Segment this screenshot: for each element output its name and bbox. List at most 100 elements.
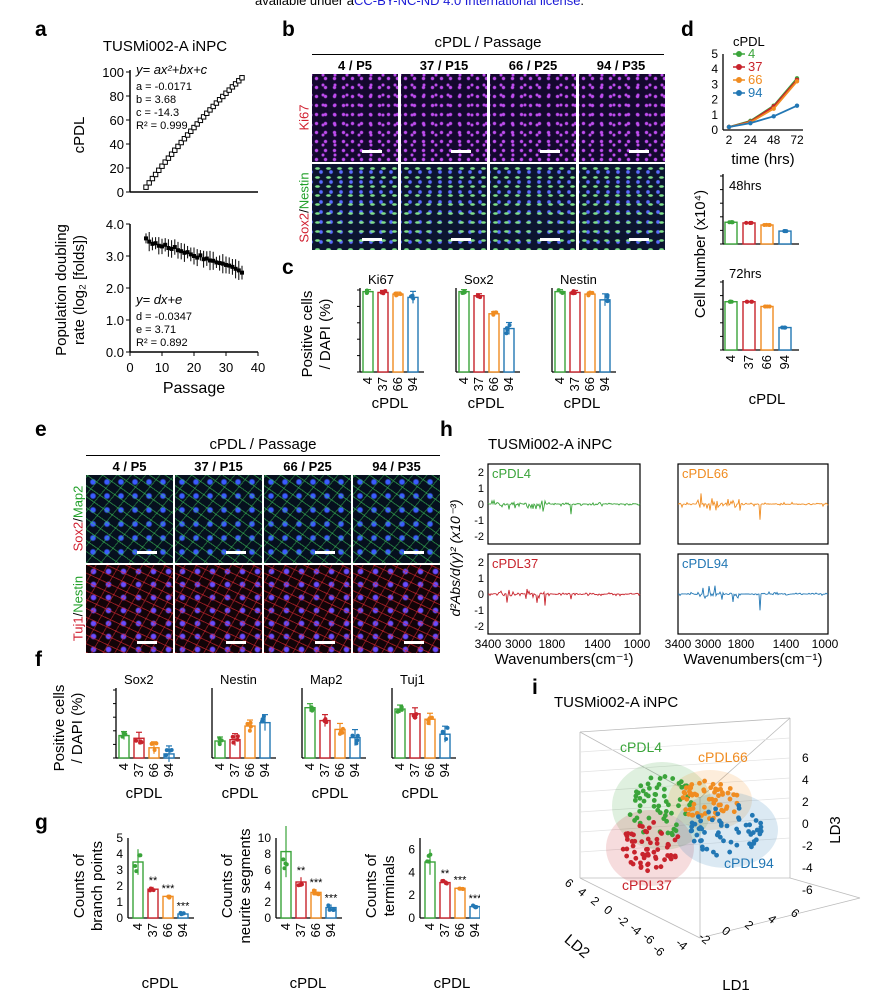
sample-point xyxy=(638,860,643,866)
sample-point xyxy=(692,791,698,797)
data-point xyxy=(298,882,303,887)
bar xyxy=(584,293,596,373)
sample-point xyxy=(753,837,759,843)
ld3-tick: 4 xyxy=(802,773,809,787)
bar xyxy=(310,891,322,919)
sample-point xyxy=(651,798,657,803)
h-xlabel: Wavenumbers(cm⁻¹) xyxy=(683,651,822,668)
a-top-ytick: 0 xyxy=(117,185,124,200)
growth-point xyxy=(726,124,732,130)
bar xyxy=(742,222,756,245)
sample-point xyxy=(657,776,663,781)
data-point xyxy=(247,728,252,733)
license-link[interactable]: CC-BY-NC-ND 4.0 International license xyxy=(354,0,581,8)
f-xlabel: cPDL xyxy=(222,785,259,802)
a-bot-ytick: 0.0 xyxy=(106,345,124,360)
sample-point xyxy=(672,837,678,843)
data-point xyxy=(426,718,431,723)
data-point xyxy=(767,304,772,309)
xtick-label: 1400 xyxy=(773,637,800,651)
sample-point xyxy=(669,810,674,816)
ld2-tick: 2 xyxy=(588,894,602,909)
significance: *** xyxy=(162,883,176,895)
data-point xyxy=(179,912,184,917)
sample-point xyxy=(689,828,695,834)
sample-point xyxy=(736,817,742,822)
growth-point xyxy=(771,106,776,111)
a-bot-eq: y= dx+e xyxy=(135,292,182,307)
data-point xyxy=(445,725,450,730)
sample-point xyxy=(668,856,674,862)
cluster-label: cPDL66 xyxy=(698,749,748,765)
sample-point xyxy=(727,849,733,855)
sample-point xyxy=(731,809,737,815)
a-top-point xyxy=(220,93,226,100)
e-col: 4 / P5 xyxy=(112,459,147,474)
category-label: 66 xyxy=(242,763,257,777)
sample-point xyxy=(758,828,764,834)
data-point xyxy=(429,715,434,720)
ytick-label: -1 xyxy=(474,515,484,527)
data-point xyxy=(282,866,287,871)
category-label: 4 xyxy=(212,763,227,770)
b-row2-text-b: Nestin xyxy=(296,172,312,210)
category-label: 94 xyxy=(175,923,190,937)
a-top-point xyxy=(239,75,245,81)
c-ylabel-2: / DAPI (%) xyxy=(317,299,334,370)
sample-point xyxy=(638,865,644,870)
h-ylabel: d²Abs/d(γ)² (x10⁻³) xyxy=(447,499,463,616)
sample-point xyxy=(632,797,638,803)
category-label: 94 xyxy=(501,377,516,391)
a-bot-point xyxy=(220,261,225,266)
sample-point xyxy=(651,849,657,855)
ytick-label: 0 xyxy=(478,589,484,601)
category-label: 37 xyxy=(407,763,422,777)
bar xyxy=(760,224,774,245)
sample-point xyxy=(673,854,678,860)
sample-point xyxy=(691,801,697,807)
scale-bar xyxy=(137,641,157,644)
sample-point xyxy=(706,796,712,802)
bar xyxy=(458,290,470,373)
data-point xyxy=(428,852,433,857)
time-tick: 72 xyxy=(790,133,804,147)
a-top-param: R² = 0.999 xyxy=(136,120,188,132)
bar xyxy=(760,305,774,351)
data-point xyxy=(440,879,445,884)
spectrum-label: cPDL4 xyxy=(492,466,531,481)
e-row2-text-b: Nestin xyxy=(70,575,86,613)
sample-point xyxy=(657,810,663,816)
sample-point xyxy=(725,790,731,796)
ytick-label: 0 xyxy=(264,911,271,925)
data-point xyxy=(398,292,403,297)
data-point xyxy=(605,298,610,303)
time-tick: 2 xyxy=(726,133,733,147)
category-label: 4 xyxy=(456,377,471,384)
data-point xyxy=(504,331,509,336)
ld1-tick: 4 xyxy=(765,912,779,927)
scale-bar xyxy=(540,150,560,153)
a-xtick: 40 xyxy=(251,360,265,375)
data-point xyxy=(331,907,336,912)
category-label: 37 xyxy=(471,377,486,391)
ld2-label: LD2 xyxy=(561,931,593,962)
a-top-point xyxy=(168,151,175,157)
category-label: 94 xyxy=(323,923,338,937)
f-ylabel-2: / DAPI (%) xyxy=(69,693,86,764)
e-header: cPDL / Passage xyxy=(209,436,317,453)
ytick-label: 5 xyxy=(711,47,718,61)
sample-point xyxy=(645,862,650,868)
data-point xyxy=(134,738,139,743)
e-row1-text-b: Map2 xyxy=(70,485,86,519)
a-top-param: c = -14.3 xyxy=(136,107,179,119)
d-sub-title: 48hrs xyxy=(729,178,762,193)
data-point xyxy=(248,724,253,729)
g-ylabel-2: neurite segments xyxy=(237,828,254,943)
sample-point xyxy=(653,864,659,870)
category-label: 37 xyxy=(317,763,332,777)
spectrum-trace xyxy=(487,499,641,515)
panel-h-chart: TUSMi002-A iNPC d²Abs/d(γ)² (x10⁻³) cPDL… xyxy=(447,436,839,668)
data-point xyxy=(572,291,577,296)
scale-bar xyxy=(315,551,335,554)
sample-point xyxy=(691,838,697,844)
